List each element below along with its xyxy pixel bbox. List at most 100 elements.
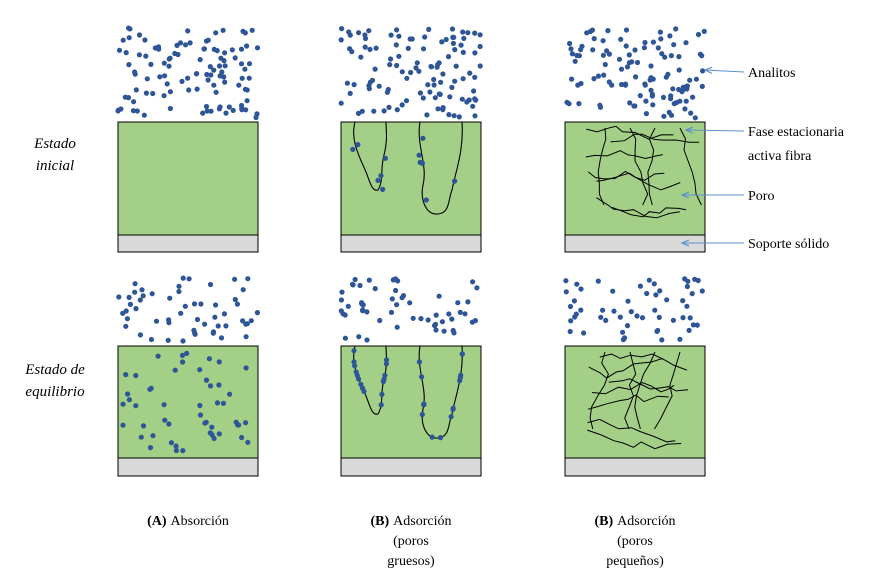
analyte: [181, 276, 186, 281]
analyte: [366, 83, 371, 88]
analyte: [658, 29, 663, 34]
analyte: [451, 35, 456, 40]
analyte: [373, 67, 378, 72]
analyte: [195, 317, 200, 322]
analyte: [255, 310, 260, 315]
analyte: [673, 26, 678, 31]
analyte: [255, 45, 260, 50]
analyte: [700, 68, 705, 73]
analyte: [631, 103, 636, 108]
analyte: [467, 71, 472, 76]
row-label: Estado: [33, 136, 76, 152]
analyte: [421, 46, 426, 51]
analyte: [213, 302, 218, 307]
analyte: [165, 81, 170, 86]
analyte: [162, 73, 167, 78]
analyte: [647, 278, 652, 283]
analyte: [661, 114, 666, 119]
analyte: [605, 28, 610, 33]
analyte: [427, 89, 432, 94]
analyte: [346, 304, 351, 309]
analyte: [433, 327, 438, 332]
solid-support: [341, 458, 481, 476]
analyte: [217, 63, 222, 68]
analyte: [465, 299, 470, 304]
analyte: [385, 90, 390, 95]
analyte: [138, 297, 143, 302]
analyte: [187, 276, 192, 281]
analyte: [592, 36, 597, 41]
analyte: [404, 76, 409, 81]
analyte: [217, 106, 222, 111]
analyte: [223, 111, 228, 116]
analyte: [671, 318, 676, 323]
analyte: [180, 448, 185, 453]
annotation: activa fibra: [748, 149, 812, 164]
analyte: [650, 93, 655, 98]
analyte: [430, 435, 435, 440]
analyte: [667, 33, 672, 38]
analyte: [598, 315, 603, 320]
analyte: [693, 115, 698, 120]
analyte: [401, 293, 406, 298]
analyte: [696, 32, 701, 37]
analyte: [142, 37, 147, 42]
analyte: [634, 313, 639, 318]
analyte: [183, 42, 188, 47]
analyte: [132, 290, 137, 295]
analyte: [452, 113, 457, 118]
analyte: [167, 56, 172, 61]
analyte: [656, 45, 661, 50]
analyte: [464, 99, 469, 104]
analyte: [407, 300, 412, 305]
analyte: [120, 311, 125, 316]
analyte: [395, 278, 400, 283]
analyte: [685, 279, 690, 284]
analyte: [632, 47, 637, 52]
analyte: [437, 294, 442, 299]
analyte: [421, 401, 426, 406]
analyte: [355, 142, 360, 147]
analyte: [244, 365, 249, 370]
analyte: [568, 329, 573, 334]
analyte: [216, 323, 221, 328]
analyte: [138, 332, 143, 337]
analyte: [133, 373, 138, 378]
analyte: [166, 421, 171, 426]
analyte: [363, 45, 368, 50]
analyte: [339, 101, 344, 106]
analyte: [133, 306, 138, 311]
analyte: [394, 42, 399, 47]
analyte: [137, 52, 142, 57]
analyte: [682, 106, 687, 111]
analyte: [176, 284, 181, 289]
analyte: [209, 425, 214, 430]
diagram: Estado inicial Estado de equilibrio Anal…: [0, 0, 869, 570]
analyte: [690, 95, 695, 100]
analyte: [683, 40, 688, 45]
analyte: [651, 77, 656, 82]
analyte: [236, 83, 241, 88]
analyte: [625, 64, 630, 69]
analyte: [679, 89, 684, 94]
analyte: [387, 62, 392, 67]
analyte: [361, 389, 366, 394]
row-label: equilibrio: [25, 384, 85, 400]
analyte: [625, 323, 630, 328]
analyte: [396, 34, 401, 39]
analyte: [425, 82, 430, 87]
analyte: [411, 316, 416, 321]
analyte: [230, 47, 235, 52]
analyte: [642, 40, 647, 45]
analyte: [478, 32, 483, 37]
analyte: [124, 50, 129, 55]
annotation: Analitos: [748, 66, 795, 81]
analyte: [588, 29, 593, 34]
analyte: [127, 295, 132, 300]
analyte: [455, 300, 460, 305]
analyte: [223, 63, 228, 68]
analyte: [442, 329, 447, 334]
analyte: [460, 352, 465, 357]
caption-line: (poros: [617, 534, 653, 549]
caption-line: gruesos): [387, 554, 435, 569]
